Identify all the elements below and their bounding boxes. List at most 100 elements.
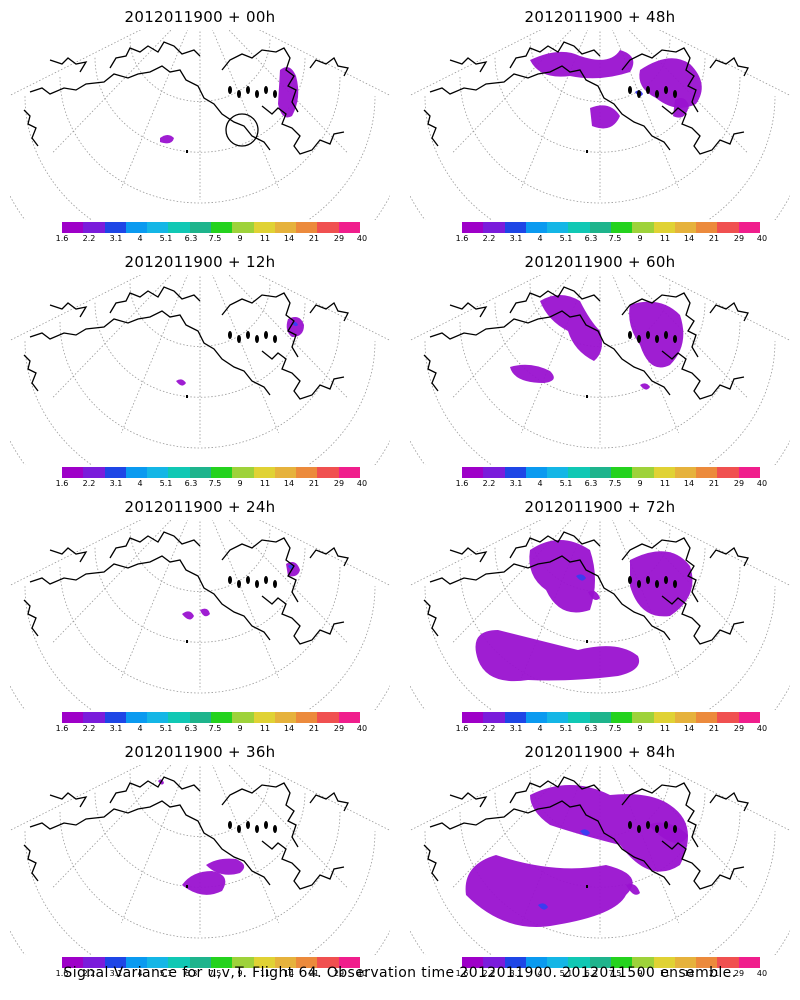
colorbar-tick-label: 21 <box>708 724 720 733</box>
colorbar-tick-label: 4 <box>537 479 543 488</box>
colorbar-swatch <box>632 712 654 723</box>
colorbar-swatch <box>296 467 318 478</box>
colorbar-swatch <box>338 712 360 723</box>
colorbar-tick-label: 5.1 <box>559 969 573 978</box>
colorbar-swatch <box>738 712 760 723</box>
colorbar <box>62 222 360 233</box>
colorbar-tick-label: 11 <box>259 234 271 243</box>
panel-title: 2012011900 + 24h <box>124 498 276 516</box>
colorbar-tick-label: 5.1 <box>159 479 173 488</box>
map-area <box>0 0 411 305</box>
forecast-panel: 2012011900 + 12h 1.6 2.2 3.1 4 5.1 6.3 7.5 9 11 14… <box>0 244 411 550</box>
colorbar-tick-label: 7.5 <box>608 724 622 733</box>
colorbar-tick-label: 6.3 <box>184 969 198 978</box>
colorbar-swatch <box>504 957 526 968</box>
colorbar-labels: 1.6 2.2 3.1 4 5.1 6.3 7.5 9 11 14 21 29 40 <box>40 234 370 246</box>
panel-title: 2012011900 + 60h <box>524 253 676 271</box>
map-area <box>389 734 800 1000</box>
colorbar-swatch <box>62 467 84 478</box>
colorbar-tick-label: 2.2 <box>82 234 96 243</box>
variance-field <box>158 779 245 895</box>
polar-stereo-map <box>389 0 800 305</box>
colorbar-swatch <box>610 467 633 478</box>
colorbar-tick-label: 29 <box>333 479 345 488</box>
colorbar-swatch <box>547 712 569 723</box>
colorbar-tick-label: 40 <box>756 479 768 488</box>
colorbar-tick-label: 1.6 <box>55 724 69 733</box>
colorbar-swatch <box>568 712 590 723</box>
colorbar-tick-label: 9 <box>237 969 243 978</box>
colorbar-swatch <box>253 712 275 723</box>
variance-blob <box>286 562 300 577</box>
colorbar-tick-label: 11 <box>259 724 271 733</box>
colorbar-swatch <box>504 712 526 723</box>
colorbar-swatch <box>547 222 569 233</box>
colorbar-labels: 1.6 2.2 3.1 4 5.1 6.3 7.5 9 11 14 21 29 40 <box>440 234 770 246</box>
forecast-panel: 2012011900 + 00h 1.6 2.2 3.1 4 5.1 6.3 7.5 9 11 14… <box>0 0 411 305</box>
variance-blob <box>200 608 210 617</box>
colorbar-tick-label: 9 <box>637 234 643 243</box>
colorbar-swatch <box>738 957 760 968</box>
colorbar-swatch <box>274 467 297 478</box>
colorbar-swatch <box>653 957 675 968</box>
colorbar <box>62 712 360 723</box>
forecast-panel: 2012011900 + 60h 1.6 2.2 3.1 4 5.1 6.3 7.5 9 11 14… <box>389 244 800 550</box>
colorbar-swatch <box>104 222 126 233</box>
colorbar <box>62 467 360 478</box>
variance-field <box>510 295 684 390</box>
colorbar-swatch <box>296 222 318 233</box>
colorbar-tick-label: 1.6 <box>455 724 469 733</box>
colorbar-tick-label: 3.1 <box>109 234 123 243</box>
colorbar-swatch <box>632 467 654 478</box>
colorbar-tick-label: 2.2 <box>82 724 96 733</box>
colorbar-swatch <box>210 957 233 968</box>
colorbar-tick-label: 9 <box>637 724 643 733</box>
colorbar-swatch <box>504 467 526 478</box>
colorbar-tick-label: 2.2 <box>482 724 496 733</box>
colorbar-tick-label: 21 <box>708 234 720 243</box>
colorbar-tick-label: 11 <box>259 969 271 978</box>
map-area <box>389 0 800 305</box>
colorbar-swatch <box>168 467 190 478</box>
colorbar-tick-label: 7.5 <box>208 479 222 488</box>
colorbar-tick-label: 3.1 <box>509 234 523 243</box>
colorbar-swatch <box>653 467 675 478</box>
colorbar-tick-label: 40 <box>356 724 368 733</box>
colorbar-tick-label: 3.1 <box>509 724 523 733</box>
variance-blob <box>182 871 226 895</box>
colorbar-tick-label: 4 <box>537 724 543 733</box>
colorbar-swatch <box>232 222 254 233</box>
colorbar-swatch <box>717 957 739 968</box>
colorbar-tick-label: 14 <box>683 724 695 733</box>
colorbar-tick-label: 29 <box>733 234 745 243</box>
colorbar-swatch <box>338 222 360 233</box>
variance-blob <box>206 858 245 875</box>
colorbar-swatch <box>104 957 126 968</box>
colorbar-swatch <box>104 467 126 478</box>
polar-stereo-map <box>389 244 800 550</box>
colorbar-labels: 1.6 2.2 3.1 4 5.1 6.3 7.5 9 11 14 21 29 40 <box>40 969 370 981</box>
panel-title: 2012011900 + 00h <box>124 8 276 26</box>
colorbar-tick-label: 40 <box>356 479 368 488</box>
coastlines <box>23 531 349 645</box>
colorbar-tick-label: 6.3 <box>184 724 198 733</box>
colorbar-tick-label: 3.1 <box>509 969 523 978</box>
colorbar <box>462 957 760 968</box>
variance-field <box>475 540 693 682</box>
colorbar-swatch <box>83 712 105 723</box>
colorbar-tick-label: 2.2 <box>82 969 96 978</box>
colorbar-labels: 1.6 2.2 3.1 4 5.1 6.3 7.5 9 11 14 21 29 40 <box>440 969 770 981</box>
panel-title: 2012011900 + 12h <box>124 253 276 271</box>
colorbar-tick-label: 2.2 <box>482 479 496 488</box>
colorbar-tick-label: 4 <box>137 969 143 978</box>
coastlines <box>423 776 749 890</box>
colorbar-swatch <box>189 712 211 723</box>
colorbar <box>462 222 760 233</box>
colorbar-swatch <box>210 712 233 723</box>
colorbar-swatch <box>632 222 654 233</box>
colorbar-swatch <box>483 222 505 233</box>
colorbar-tick-label: 3.1 <box>109 969 123 978</box>
colorbar-swatch <box>483 957 505 968</box>
coastlines <box>23 41 349 155</box>
map-area <box>0 244 411 550</box>
